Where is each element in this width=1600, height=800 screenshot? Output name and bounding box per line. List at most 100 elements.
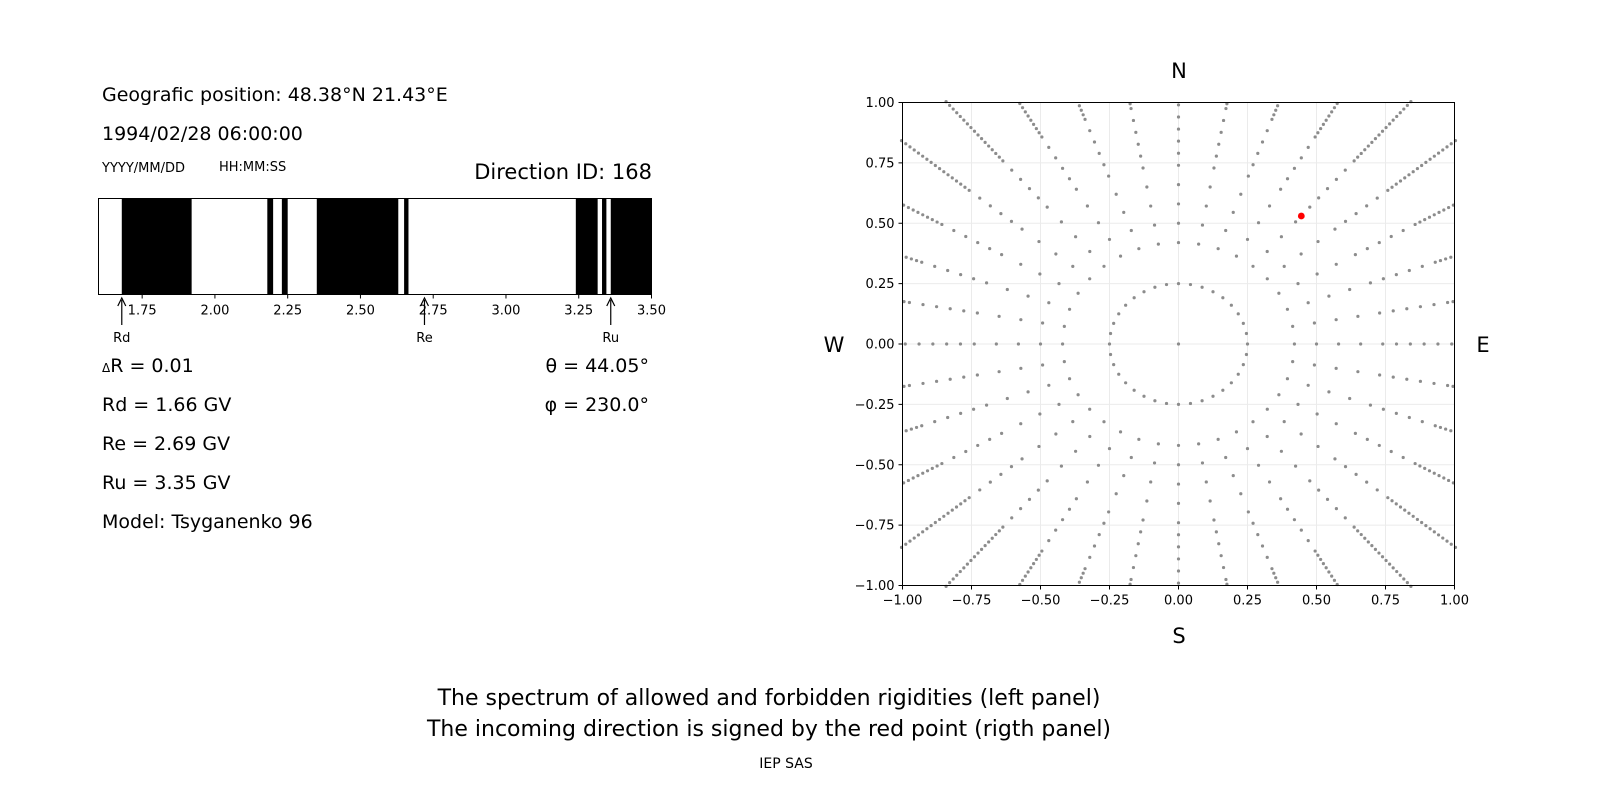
grid-point <box>937 166 942 171</box>
grid-point <box>950 508 954 512</box>
grid-point <box>1401 455 1405 460</box>
grid-point <box>1040 549 1044 553</box>
grid-point <box>912 536 916 540</box>
grid-point <box>1020 106 1025 110</box>
grid-point <box>1102 163 1106 167</box>
grid-point <box>1334 262 1338 266</box>
grid-point <box>955 573 959 577</box>
grid-point <box>935 464 939 468</box>
grid-point <box>1067 377 1072 381</box>
grid-point <box>1188 282 1193 287</box>
grid-point <box>1141 518 1145 522</box>
grid-point <box>1317 196 1321 200</box>
grid-point <box>1076 393 1080 397</box>
grid-point <box>1315 272 1319 276</box>
grid-point <box>983 140 987 144</box>
grid-point <box>1327 570 1331 574</box>
grid-point <box>1054 156 1058 160</box>
grid-point <box>1176 533 1181 537</box>
grid-point <box>994 532 998 537</box>
grid-point <box>1274 576 1278 580</box>
grid-point <box>1176 463 1181 467</box>
grid-point <box>1356 314 1360 318</box>
grid-point <box>1394 273 1398 277</box>
grid-point <box>1299 528 1303 532</box>
grid-point <box>1204 480 1208 484</box>
grid-point <box>1293 464 1298 468</box>
grid-point <box>1107 342 1112 346</box>
grid-point <box>1088 129 1092 133</box>
spectrum-tick-label: 2.75 <box>419 304 448 319</box>
grid-point <box>975 311 979 315</box>
grid-point <box>1343 219 1348 223</box>
grid-point <box>1040 363 1045 367</box>
credit: IEP SAS <box>759 756 813 772</box>
grid-point <box>1405 377 1409 381</box>
grid-point <box>1047 145 1051 150</box>
grid-point <box>1000 253 1004 257</box>
grid-point <box>1381 277 1385 281</box>
grid-point <box>952 455 956 460</box>
grid-point <box>1067 177 1072 181</box>
grid-point <box>1445 383 1450 388</box>
grid-point <box>1394 182 1398 186</box>
grid-point <box>1445 539 1449 543</box>
delta-r-text: R = 0.01 <box>110 355 194 377</box>
grid-point <box>1442 208 1446 212</box>
grid-point <box>955 111 959 115</box>
grid-point <box>1176 202 1181 206</box>
grid-point <box>1391 375 1395 379</box>
grid-point <box>903 342 907 346</box>
grid-point <box>1363 148 1367 152</box>
grid-point <box>959 182 963 186</box>
geographic-position: Geografic position: 48.38°N 21.43°E <box>102 84 448 106</box>
grid-point <box>1444 427 1448 431</box>
grid-point <box>1026 294 1030 298</box>
datetime: 1994/02/28 06:00:00 <box>102 123 303 145</box>
grid-point <box>962 375 966 379</box>
grid-point <box>1241 321 1245 325</box>
spectrum-tick-label: 3.25 <box>564 304 593 319</box>
grid-point <box>1384 558 1388 563</box>
grid-point <box>1074 187 1078 191</box>
grid-point <box>1092 140 1097 144</box>
grid-point <box>1153 399 1157 403</box>
grid-point <box>1019 318 1023 322</box>
grid-point <box>1333 457 1337 461</box>
grid-point <box>1313 135 1317 139</box>
grid-point <box>1079 576 1083 580</box>
grid-point <box>1279 235 1283 239</box>
grid-point <box>1449 255 1453 259</box>
grid-point <box>1085 204 1090 208</box>
grid-point <box>1244 352 1249 357</box>
grid-point <box>911 208 915 212</box>
map-xtick-label: −0.50 <box>1021 594 1061 609</box>
grid-point <box>979 547 984 551</box>
grid-point <box>1124 303 1128 307</box>
grid-point <box>1117 372 1121 376</box>
grid-point <box>962 566 966 570</box>
map-ytick-label: 0.75 <box>866 156 895 171</box>
grid-point <box>930 218 934 222</box>
grid-point <box>1356 155 1360 159</box>
grid-point <box>914 258 919 263</box>
grid-point <box>1306 145 1310 150</box>
grid-point <box>1359 151 1363 156</box>
grid-point <box>1415 517 1420 522</box>
grid-point <box>1009 465 1014 469</box>
grid-point <box>988 437 992 441</box>
grid-point <box>1356 529 1360 533</box>
grid-point <box>933 264 937 268</box>
grid-point <box>1292 166 1297 170</box>
grid-point <box>1296 282 1300 286</box>
grid-point <box>1176 115 1181 119</box>
grid-point <box>902 300 906 304</box>
grid-point <box>1152 461 1157 465</box>
grid-point <box>1037 239 1041 244</box>
grid-point <box>1299 252 1303 256</box>
grid-point <box>1047 301 1051 305</box>
grid-point <box>1224 106 1228 111</box>
grid-point <box>1132 388 1136 392</box>
grid-point <box>1274 108 1278 112</box>
grid-point <box>1074 449 1078 453</box>
